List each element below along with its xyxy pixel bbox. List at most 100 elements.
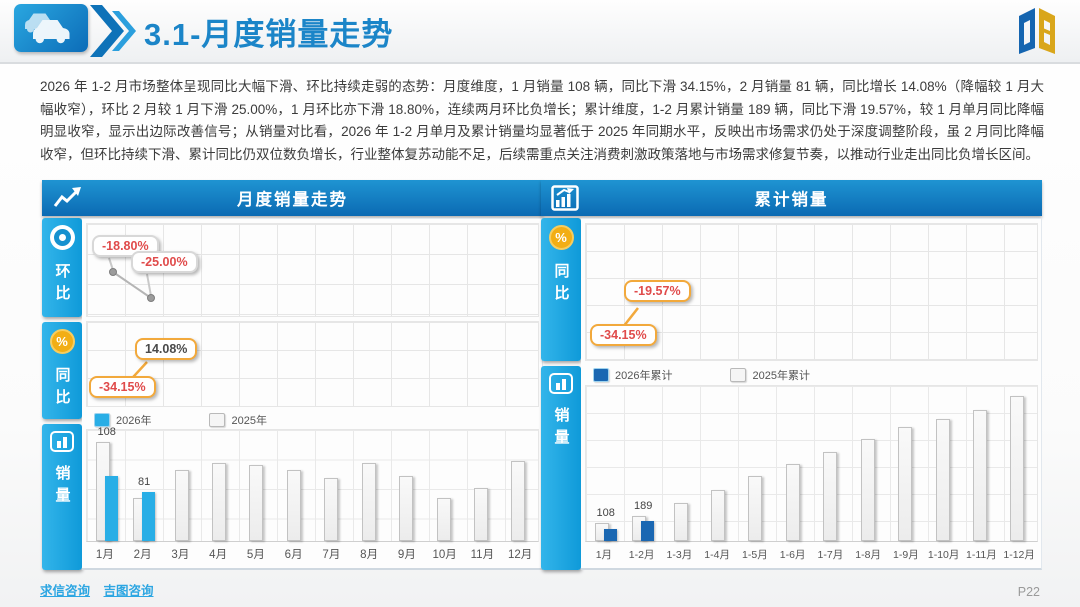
bar-previous-year[interactable] — [785, 463, 800, 541]
chart-legend: 2026年累计 2025年累计 — [585, 365, 1038, 385]
footer-link-2[interactable]: 吉图咨询 — [103, 584, 154, 598]
company-logo — [1008, 4, 1066, 63]
x-axis-label: 1-11月 — [966, 548, 997, 561]
bar-group — [662, 386, 699, 541]
bar-previous-year[interactable] — [286, 469, 301, 541]
bar-chart-icon — [50, 431, 74, 452]
bar-group — [849, 386, 886, 541]
bar-group — [737, 386, 774, 541]
bar-previous-year[interactable] — [1010, 396, 1025, 541]
mom-line-chart: -18.80% -25.00% — [86, 223, 539, 317]
monthly-tab-column: 环比 % 同比 销量 — [42, 218, 82, 570]
cumulative-chart-area: -19.57% -34.15% 2026年累计 2025年累计 108 189 1月… — [581, 218, 1042, 570]
yoy-callout-jan: -34.15% — [89, 376, 156, 398]
chevron-right-icon — [88, 4, 136, 63]
tab-cumulative-sales[interactable]: 销量 — [541, 366, 581, 570]
bar-current-year[interactable] — [641, 520, 655, 541]
bar-group — [924, 386, 961, 541]
legend-label: 2026年 — [116, 415, 152, 427]
bar-previous-year[interactable] — [673, 503, 688, 541]
x-axis-label: 7月 — [322, 549, 341, 561]
car-icon — [23, 7, 79, 50]
tab-cumulative-yoy-label: 同比 — [552, 263, 570, 307]
x-axis-label: 1-3月 — [666, 548, 693, 561]
bar-group: 108 — [88, 426, 125, 541]
monthly-panel-title: 月度销量走势 — [237, 191, 348, 209]
tab-cumulative-yoy[interactable]: % 同比 — [541, 218, 581, 361]
legend-item[interactable]: 2025年累计 — [730, 367, 810, 383]
bar-group — [163, 430, 200, 541]
bar-group — [774, 386, 811, 541]
legend-swatch — [94, 413, 110, 427]
bar-previous-year[interactable] — [211, 462, 226, 541]
bar-group — [999, 386, 1036, 541]
bar-group — [462, 430, 499, 541]
x-axis-label: 3月 — [171, 549, 190, 561]
bar-group: 189 — [624, 386, 661, 541]
car-badge — [14, 4, 88, 52]
bar-previous-year[interactable] — [324, 478, 339, 541]
x-axis-labels: 1月 2月 3月 4月 5月 6月 7月 8月 9月 10月 11月 12月 — [86, 542, 539, 566]
x-axis-labels: 1月 1-2月 1-3月 1-4月 1-5月 1-6月 1-7月 1-8月 1-9月 1-10月 1… — [585, 542, 1038, 566]
bar-previous-year[interactable] — [898, 427, 913, 541]
bar-group — [200, 430, 237, 541]
percent-icon: % — [548, 225, 574, 250]
bar-previous-year[interactable] — [710, 489, 725, 541]
legend-item[interactable]: 2026年累计 — [593, 367, 672, 383]
tab-yoy[interactable]: % 同比 — [42, 322, 82, 419]
trend-line-icon — [52, 186, 84, 210]
bar-current-year[interactable] — [142, 491, 156, 541]
x-axis-label: 9月 — [397, 549, 416, 561]
tab-mom-label: 环比 — [53, 263, 71, 307]
bar-previous-year[interactable] — [823, 452, 838, 541]
plot-area: 108 81 — [86, 426, 539, 542]
legend-swatch — [730, 368, 747, 382]
mom-callout-feb: -25.00% — [131, 251, 198, 273]
bar-previous-year[interactable] — [860, 438, 875, 541]
x-axis-label: 1月 — [595, 548, 613, 561]
legend-item[interactable]: 2026年 — [94, 412, 151, 428]
monthly-trend-panel: 月度销量走势 环比 % 同比 销量 — [42, 180, 543, 570]
bar-group — [500, 430, 537, 541]
percent-icon: % — [49, 329, 75, 354]
x-axis-label: 6月 — [284, 549, 303, 561]
cumulative-chart-icon — [551, 185, 579, 211]
bar-group — [387, 430, 424, 541]
bar-previous-year[interactable] — [935, 419, 950, 541]
x-axis-label: 1月 — [95, 549, 114, 561]
x-axis-label: 10月 — [432, 549, 457, 561]
bar-group — [350, 430, 387, 541]
bar-previous-year[interactable] — [748, 476, 763, 541]
bar-current-year[interactable] — [603, 529, 617, 541]
bar-value-label: 108 — [97, 425, 116, 438]
bar-previous-year[interactable] — [361, 462, 376, 541]
x-axis-label: 2月 — [133, 549, 152, 561]
slide-header: 3.1-月度销量走势 — [0, 0, 1080, 64]
yoy-callout-feb: 14.08% — [135, 338, 198, 360]
bar-previous-year[interactable] — [473, 488, 488, 541]
bar-previous-year[interactable] — [511, 461, 526, 541]
bar-group — [699, 386, 736, 541]
page-number: P22 — [1017, 585, 1040, 599]
x-axis-label: 1-5月 — [742, 548, 768, 561]
footer-link-1[interactable]: 求信咨询 — [40, 584, 91, 598]
bar-group — [275, 430, 312, 541]
bar-group: 81 — [125, 430, 162, 541]
bar-group — [425, 430, 462, 541]
bar-current-year[interactable] — [104, 475, 118, 541]
bar-previous-year[interactable] — [436, 498, 451, 541]
bar-previous-year[interactable] — [972, 410, 987, 541]
tab-mom[interactable]: 环比 — [42, 218, 82, 317]
bar-chart-icon — [549, 373, 573, 394]
x-axis-label: 1-2月 — [628, 548, 655, 561]
bar-previous-year[interactable] — [174, 470, 189, 541]
bar-group: 108 — [587, 386, 624, 541]
footer-links: 求信咨询 吉图咨询 — [40, 580, 164, 599]
bar-group — [886, 386, 923, 541]
bar-previous-year[interactable] — [249, 465, 264, 541]
plot-area: 108 189 — [585, 385, 1038, 542]
tab-sales[interactable]: 销量 — [42, 424, 82, 570]
legend-item[interactable]: 2025年 — [209, 412, 267, 428]
bar-group — [812, 386, 849, 541]
bar-previous-year[interactable] — [399, 475, 414, 541]
